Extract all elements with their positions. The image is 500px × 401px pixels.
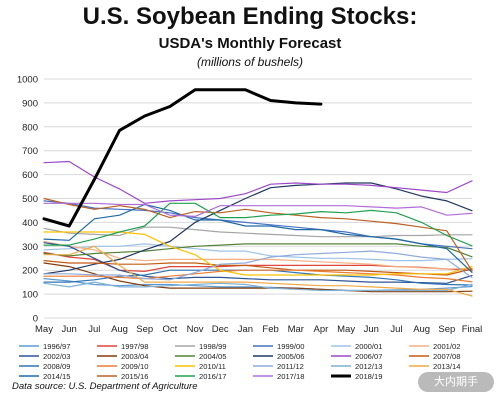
legend-label: 1996/97	[43, 342, 70, 351]
chart-subtitle: USDA's Monthly Forecast	[158, 35, 342, 52]
x-tick-label: May	[35, 324, 53, 335]
legend-label: 2003/04	[121, 352, 148, 361]
x-tick-label: Oct	[162, 324, 177, 335]
legend-label: 2001/02	[433, 342, 460, 351]
x-tick-label: Nov	[187, 324, 204, 335]
legend-label: 2008/09	[43, 362, 70, 371]
series-line	[43, 231, 473, 276]
chart-title: U.S. Soybean Ending Stocks:	[82, 3, 418, 30]
x-tick-label: May	[337, 324, 355, 335]
legend-label: 2010/11	[199, 362, 226, 371]
series-line	[42, 88, 323, 228]
legend-label: 2009/10	[121, 362, 148, 371]
series-line	[43, 240, 473, 270]
y-tick-label: 400	[22, 218, 38, 229]
legend-label: 2013/14	[433, 362, 460, 371]
legend-label: 2002/03	[43, 352, 70, 361]
x-tick-label: Aug	[413, 324, 430, 335]
x-tick-label: Sep	[438, 324, 455, 335]
y-tick-label: 700	[22, 146, 38, 157]
y-tick-label: 200	[22, 266, 38, 277]
x-tick-label: Jan	[238, 324, 253, 335]
series-line	[43, 243, 473, 262]
series-line	[43, 203, 473, 273]
series-line	[43, 197, 473, 272]
x-tick-label: Jul	[88, 324, 100, 335]
x-tick-label: Feb	[262, 324, 278, 335]
legend-label: 2014/15	[43, 372, 70, 381]
legend-label: 2005/06	[277, 352, 304, 361]
series-line	[43, 281, 473, 292]
series-line	[43, 262, 473, 293]
legend-label: 2016/17	[199, 372, 226, 381]
legend-label: 1999/00	[277, 342, 304, 351]
legend-label: 2006/07	[355, 352, 382, 361]
y-tick-label: 500	[22, 194, 38, 205]
chart-units: (millions of bushels)	[196, 55, 304, 69]
x-tick-label: Jun	[364, 324, 379, 335]
y-tick-label: 600	[22, 170, 38, 181]
series-line	[43, 243, 473, 258]
series-line	[43, 242, 473, 284]
data-source: Data source: U.S. Department of Agricult…	[12, 381, 198, 392]
y-tick-label: 1000	[17, 75, 38, 86]
legend-label: 2011/12	[277, 362, 304, 371]
y-tick-label: 0	[33, 314, 38, 325]
legend-label: 2000/01	[355, 342, 382, 351]
x-tick-label: Aug	[111, 324, 128, 335]
series-line	[43, 245, 473, 297]
y-tick-label: 900	[22, 98, 38, 109]
legend-label: 2018/19	[355, 372, 382, 381]
legend-label: 1997/98	[121, 342, 148, 351]
x-tick-label: Jun	[62, 324, 77, 335]
legend-label: 2004/05	[199, 352, 226, 361]
y-tick-label: 800	[22, 122, 38, 133]
legend-label: 2017/18	[277, 372, 304, 381]
series-line	[43, 202, 473, 217]
x-tick-label: Final	[462, 324, 483, 335]
watermark-badge: 大内期手	[418, 372, 494, 392]
series-line	[43, 202, 473, 247]
x-tick-label: Jul	[390, 324, 402, 335]
legend-label: 2015/16	[121, 372, 148, 381]
x-tick-label: Mar	[288, 324, 304, 335]
legend-label: 2012/13	[355, 362, 382, 371]
series-line	[43, 260, 473, 276]
series-line	[43, 250, 473, 281]
x-tick-label: Sep	[136, 324, 153, 335]
series-line	[43, 269, 473, 283]
legend-label: 2007/08	[433, 352, 460, 361]
x-tick-label: Dec	[212, 324, 229, 335]
series-line	[43, 182, 473, 275]
y-tick-label: 100	[22, 290, 38, 301]
y-tick-label: 300	[22, 242, 38, 253]
series-line	[43, 226, 473, 238]
legend-label: 1998/99	[199, 342, 226, 351]
series-line	[43, 160, 473, 204]
x-tick-label: Apr	[314, 324, 329, 335]
